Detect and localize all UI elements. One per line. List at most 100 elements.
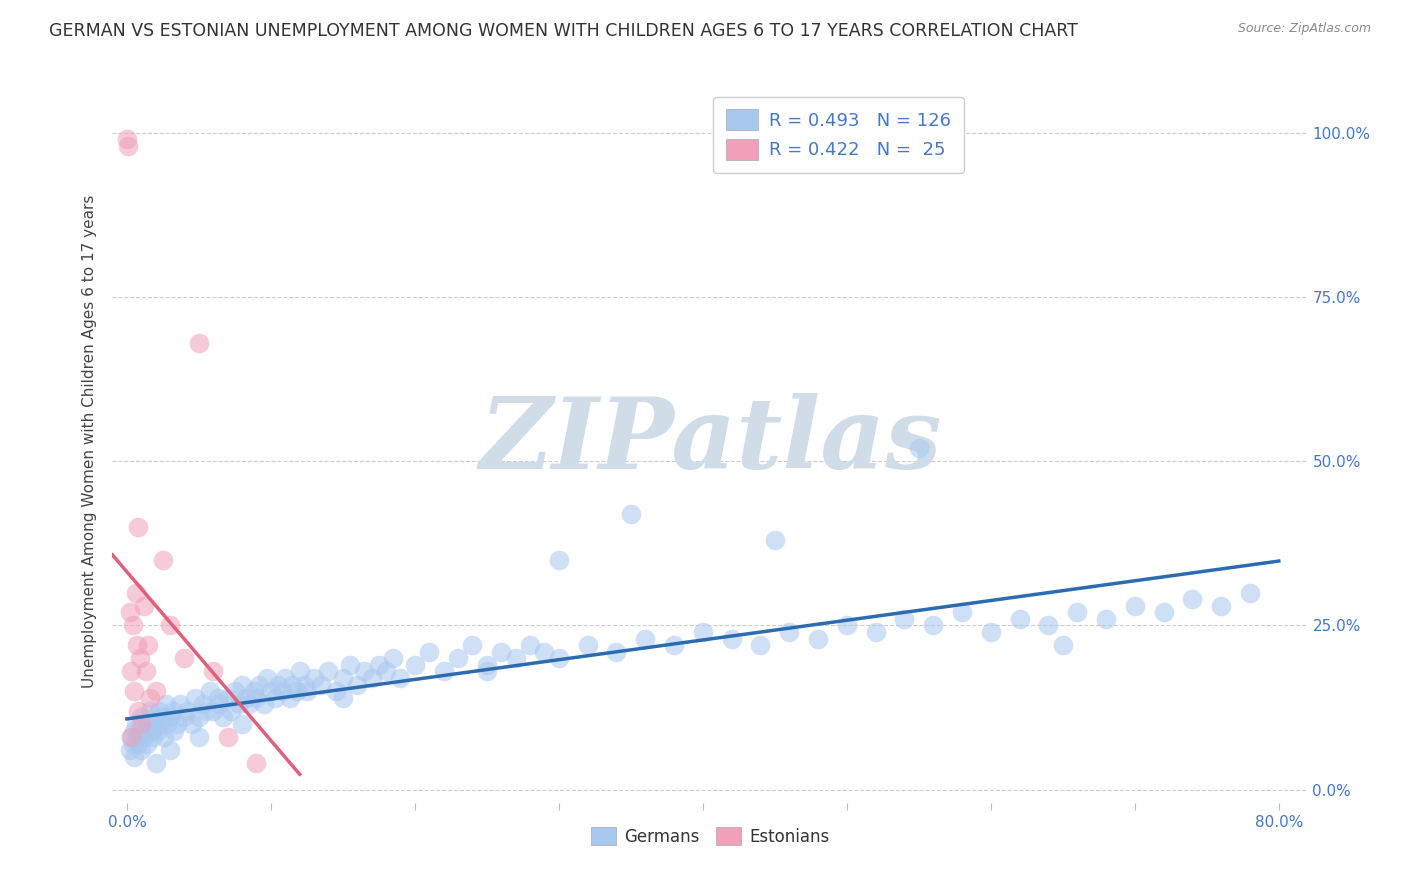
- Point: [247, 677, 270, 691]
- Point: [1052, 638, 1074, 652]
- Point: [145, 756, 167, 771]
- Point: [547, 553, 569, 567]
- Point: [749, 638, 772, 652]
- Point: [129, 743, 152, 757]
- Point: [318, 665, 340, 679]
- Point: [228, 698, 250, 712]
- Point: [302, 671, 325, 685]
- Point: [187, 336, 209, 351]
- Point: [187, 730, 209, 744]
- Y-axis label: Unemployment Among Women with Children Ages 6 to 17 years: Unemployment Among Women with Children A…: [82, 194, 97, 689]
- Point: [807, 632, 830, 646]
- Point: [1066, 605, 1088, 619]
- Point: [152, 710, 174, 724]
- Point: [125, 638, 148, 652]
- Point: [120, 730, 142, 744]
- Point: [120, 730, 142, 744]
- Point: [163, 723, 186, 738]
- Point: [121, 618, 143, 632]
- Point: [224, 684, 246, 698]
- Point: [127, 704, 149, 718]
- Point: [375, 665, 398, 679]
- Text: ZIPatlas: ZIPatlas: [479, 393, 941, 490]
- Point: [169, 698, 191, 712]
- Point: [122, 749, 145, 764]
- Point: [505, 651, 527, 665]
- Point: [634, 632, 657, 646]
- Point: [173, 651, 195, 665]
- Point: [118, 605, 141, 619]
- Point: [122, 684, 145, 698]
- Point: [418, 645, 440, 659]
- Point: [907, 441, 929, 455]
- Point: [128, 723, 150, 738]
- Point: [253, 698, 276, 712]
- Point: [332, 671, 354, 685]
- Point: [491, 645, 513, 659]
- Point: [893, 612, 915, 626]
- Point: [141, 723, 163, 738]
- Point: [217, 690, 239, 705]
- Point: [183, 690, 205, 705]
- Point: [519, 638, 541, 652]
- Point: [256, 671, 278, 685]
- Point: [217, 730, 239, 744]
- Point: [127, 520, 149, 534]
- Point: [117, 139, 139, 153]
- Point: [202, 704, 225, 718]
- Point: [139, 690, 162, 705]
- Point: [115, 132, 138, 146]
- Point: [152, 553, 174, 567]
- Point: [127, 737, 149, 751]
- Point: [200, 684, 222, 698]
- Point: [245, 690, 267, 705]
- Point: [475, 665, 498, 679]
- Point: [382, 651, 405, 665]
- Point: [922, 618, 945, 632]
- Point: [122, 723, 145, 738]
- Point: [195, 704, 218, 718]
- Point: [662, 638, 685, 652]
- Point: [264, 690, 287, 705]
- Point: [461, 638, 484, 652]
- Point: [245, 756, 267, 771]
- Point: [576, 638, 599, 652]
- Point: [155, 698, 177, 712]
- Point: [136, 737, 159, 751]
- Point: [124, 585, 146, 599]
- Point: [778, 625, 800, 640]
- Point: [134, 730, 156, 744]
- Point: [180, 717, 202, 731]
- Point: [129, 710, 152, 724]
- Point: [865, 625, 887, 640]
- Point: [433, 665, 456, 679]
- Point: [162, 704, 184, 718]
- Point: [142, 730, 165, 744]
- Point: [1181, 592, 1204, 607]
- Point: [138, 638, 160, 652]
- Point: [242, 684, 264, 698]
- Point: [325, 684, 347, 698]
- Point: [149, 717, 172, 731]
- Point: [121, 737, 143, 751]
- Point: [835, 618, 858, 632]
- Point: [1239, 585, 1261, 599]
- Point: [139, 704, 162, 718]
- Point: [207, 690, 229, 705]
- Point: [692, 625, 714, 640]
- Point: [146, 723, 169, 738]
- Point: [404, 657, 426, 672]
- Point: [231, 717, 253, 731]
- Point: [1123, 599, 1146, 613]
- Point: [238, 698, 260, 712]
- Point: [153, 730, 176, 744]
- Text: GERMAN VS ESTONIAN UNEMPLOYMENT AMONG WOMEN WITH CHILDREN AGES 6 TO 17 YEARS COR: GERMAN VS ESTONIAN UNEMPLOYMENT AMONG WO…: [49, 22, 1078, 40]
- Point: [360, 671, 382, 685]
- Point: [219, 704, 242, 718]
- Text: Source: ZipAtlas.com: Source: ZipAtlas.com: [1237, 22, 1371, 36]
- Point: [235, 690, 257, 705]
- Point: [720, 632, 742, 646]
- Point: [138, 717, 160, 731]
- Point: [1095, 612, 1118, 626]
- Point: [134, 599, 156, 613]
